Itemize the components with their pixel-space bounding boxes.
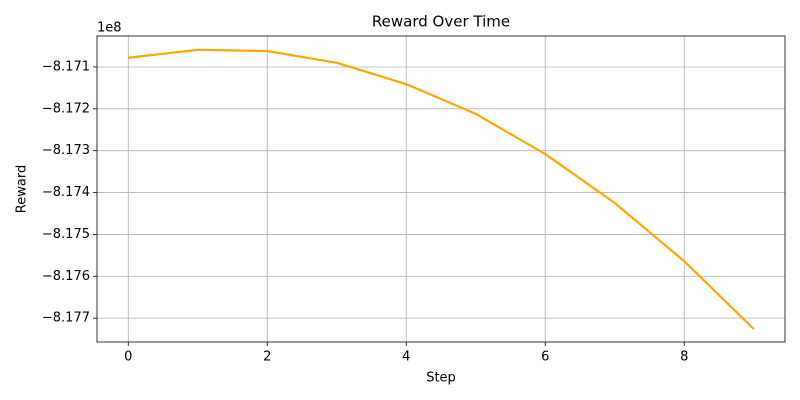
y-axis-label: Reward <box>15 165 30 213</box>
y-tick-label: −8.177 <box>42 311 90 326</box>
x-tick-label: 2 <box>263 350 271 365</box>
line <box>128 48 755 330</box>
y-tick-label: −8.172 <box>42 101 90 116</box>
x-tick-label: 6 <box>541 350 549 365</box>
x-tick-label: 0 <box>124 350 132 365</box>
x-tick-label: 8 <box>680 350 688 365</box>
y-tick-label: −8.173 <box>42 143 90 158</box>
x-axis-label: Step <box>426 371 456 386</box>
x-tick-label: 4 <box>402 350 410 365</box>
chart-title: Reward Over Time <box>372 13 510 31</box>
y-tick-label: −8.174 <box>42 185 90 200</box>
y-tick-label: −8.176 <box>42 269 90 284</box>
y-tick-label: −8.171 <box>42 59 90 74</box>
y-offset-label: 1e8 <box>97 21 122 36</box>
y-tick-label: −8.175 <box>42 227 90 242</box>
plot-frame <box>96 35 786 343</box>
